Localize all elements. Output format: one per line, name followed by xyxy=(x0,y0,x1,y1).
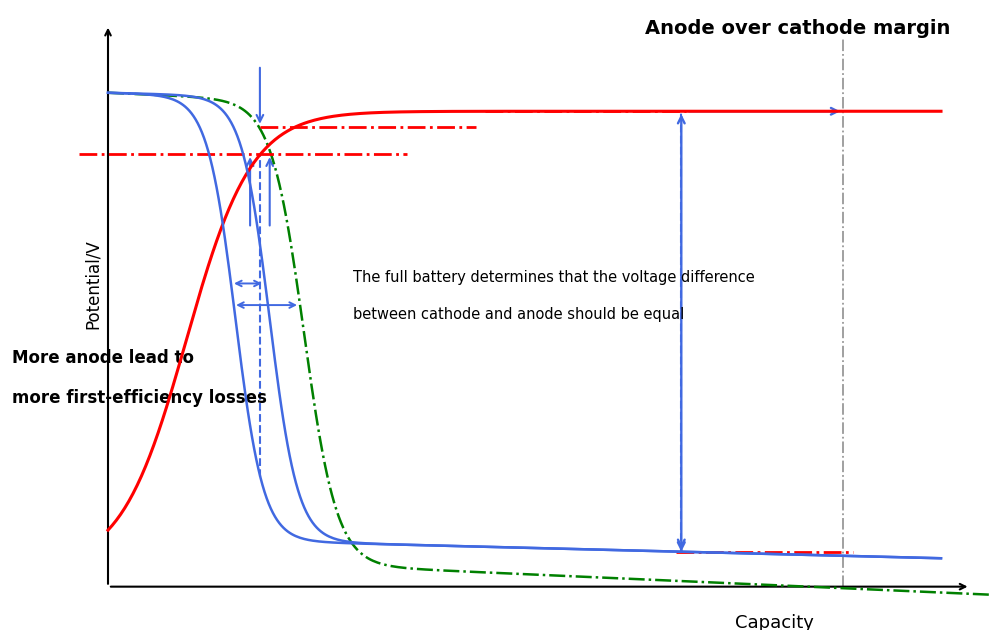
Text: More anode lead to: More anode lead to xyxy=(12,349,194,367)
Text: Potential/V: Potential/V xyxy=(84,239,102,329)
Text: Capacity: Capacity xyxy=(735,614,814,630)
Text: between cathode and anode should be equal: between cathode and anode should be equa… xyxy=(353,307,684,323)
Text: more first-efficiency losses: more first-efficiency losses xyxy=(12,389,267,408)
Text: Anode over cathode margin: Anode over cathode margin xyxy=(645,19,951,38)
Text: The full battery determines that the voltage difference: The full battery determines that the vol… xyxy=(353,270,755,285)
